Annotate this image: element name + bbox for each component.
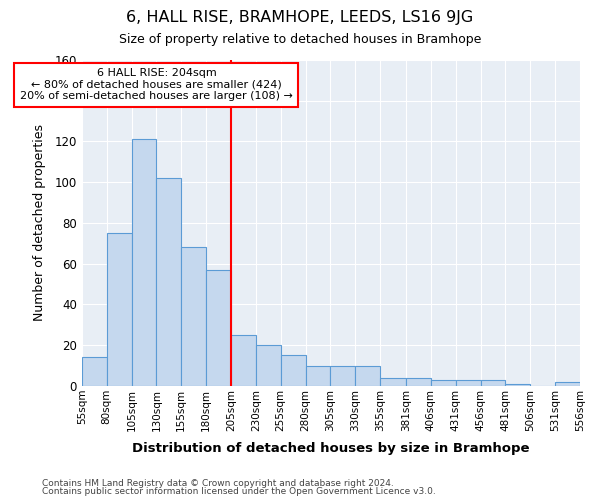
- Text: Contains HM Land Registry data © Crown copyright and database right 2024.: Contains HM Land Registry data © Crown c…: [42, 478, 394, 488]
- Bar: [181, 248, 206, 386]
- Text: 6, HALL RISE, BRAMHOPE, LEEDS, LS16 9JG: 6, HALL RISE, BRAMHOPE, LEEDS, LS16 9JG: [127, 10, 473, 25]
- Bar: [456, 380, 481, 386]
- Bar: [206, 270, 231, 386]
- Y-axis label: Number of detached properties: Number of detached properties: [33, 124, 46, 322]
- Bar: [431, 380, 456, 386]
- Bar: [406, 378, 431, 386]
- Bar: [231, 335, 256, 386]
- Bar: [157, 178, 181, 386]
- Bar: [481, 380, 505, 386]
- Bar: [555, 382, 580, 386]
- Text: Contains public sector information licensed under the Open Government Licence v3: Contains public sector information licen…: [42, 487, 436, 496]
- Bar: [131, 140, 157, 386]
- Text: 6 HALL RISE: 204sqm
← 80% of detached houses are smaller (424)
20% of semi-detac: 6 HALL RISE: 204sqm ← 80% of detached ho…: [20, 68, 293, 102]
- Bar: [82, 358, 107, 386]
- Bar: [380, 378, 406, 386]
- Bar: [107, 233, 131, 386]
- Bar: [256, 345, 281, 386]
- Bar: [305, 366, 331, 386]
- Bar: [331, 366, 355, 386]
- Text: Size of property relative to detached houses in Bramhope: Size of property relative to detached ho…: [119, 32, 481, 46]
- Bar: [281, 356, 305, 386]
- Bar: [355, 366, 380, 386]
- Bar: [505, 384, 530, 386]
- X-axis label: Distribution of detached houses by size in Bramhope: Distribution of detached houses by size …: [132, 442, 530, 455]
